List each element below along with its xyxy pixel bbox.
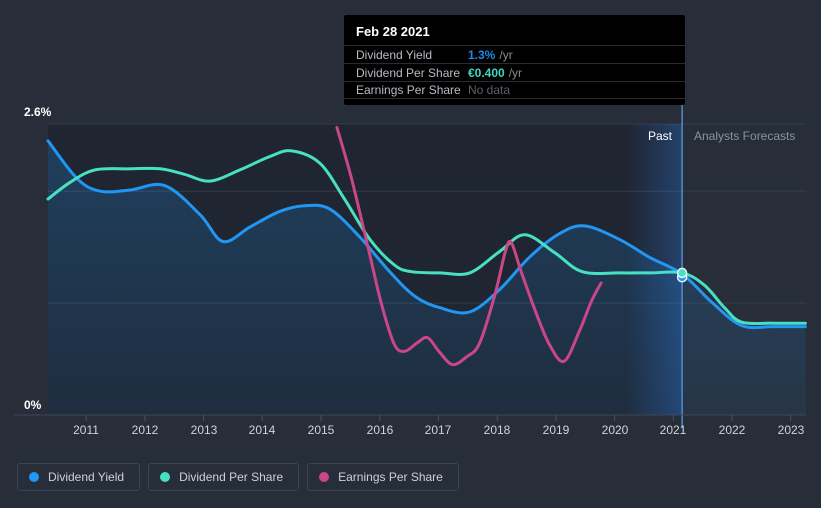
x-tick-label: 2017 (424, 423, 452, 437)
x-tick-label: 2011 (73, 423, 99, 437)
x-tick-label: 2012 (131, 423, 159, 437)
x-tick-label: 2023 (777, 423, 805, 437)
x-tick-label: 2018 (483, 423, 511, 437)
x-tick-label: 2013 (190, 423, 218, 437)
chart-tooltip: Feb 28 2021 Dividend Yield 1.3% /yr Divi… (344, 15, 685, 105)
legend-label: Dividend Yield (48, 470, 125, 484)
tooltip-value: 1.3% (468, 47, 496, 62)
past-zone-label: Past (647, 129, 672, 143)
y-axis-bottom-label: 0% (24, 398, 42, 412)
x-tick-label: 2021 (659, 423, 687, 437)
tooltip-value: No data (468, 83, 511, 97)
hover-marker-dot[interactable] (676, 267, 688, 279)
x-tick-label: 2020 (601, 423, 629, 437)
legend-item-earnings-per-share[interactable]: Earnings Per Share (307, 463, 459, 491)
tooltip-unit: /yr (508, 65, 523, 80)
tooltip-label: Dividend Per Share (356, 65, 461, 80)
legend-label: Earnings Per Share (338, 470, 443, 484)
dividend-yield-dot-icon (29, 472, 39, 482)
forecast-zone-label: Analysts Forecasts (694, 129, 796, 143)
x-tick-label: 2022 (718, 423, 746, 437)
y-axis-top-label: 2.6% (24, 105, 52, 119)
tooltip-label: Earnings Per Share (356, 83, 461, 97)
dividend-yield-area (48, 140, 806, 416)
tooltip-label: Dividend Yield (356, 47, 433, 62)
tooltip-row-dividend-yield: Dividend Yield 1.3% /yr (344, 45, 685, 63)
x-tick-label: 2016 (366, 423, 394, 437)
x-tick-label: 2014 (248, 423, 276, 437)
tooltip-value: €0.400 (468, 65, 505, 80)
dividend-yield-line (46, 139, 807, 330)
chart-legend: Dividend Yield Dividend Per Share Earnin… (17, 463, 459, 491)
x-tick-label: 2019 (542, 423, 570, 437)
earnings-per-share-dot-icon (319, 472, 330, 482)
tooltip-date: Feb 28 2021 (356, 24, 430, 39)
legend-item-dividend-per-share[interactable]: Dividend Per Share (148, 463, 300, 491)
tooltip-row-dividend-per-share: Dividend Per Share €0.400 /yr (344, 63, 685, 81)
dividend-per-share-line (46, 149, 807, 326)
legend-item-dividend-yield[interactable]: Dividend Yield (17, 463, 141, 491)
earnings-per-share-line (335, 125, 603, 367)
dividend-per-share-dot-icon (160, 472, 171, 482)
tooltip-row-earnings-per-share: Earnings Per Share No data (344, 81, 685, 99)
x-tick-label: 2015 (307, 423, 335, 437)
tooltip-unit: /yr (499, 47, 513, 62)
legend-label: Dividend Per Share (179, 470, 284, 484)
